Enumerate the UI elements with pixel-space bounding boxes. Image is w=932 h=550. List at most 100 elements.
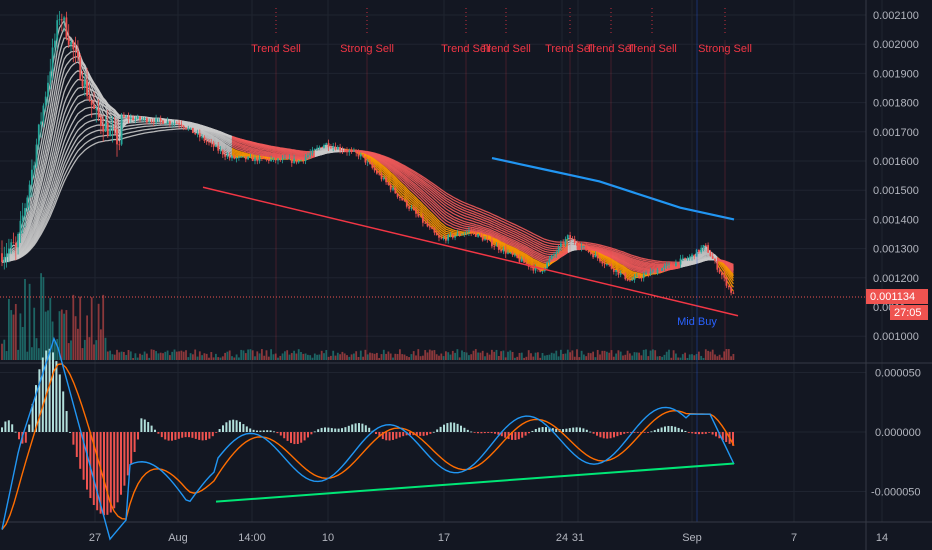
volume-bar: [419, 356, 422, 360]
ribbon-line: [576, 246, 681, 268]
candle-body: [233, 156, 236, 159]
histogram-bar: [715, 432, 717, 437]
volume-bar: [102, 294, 105, 360]
ribbon-line: [231, 136, 315, 153]
histogram-bar: [691, 432, 694, 434]
candle-body: [150, 121, 153, 123]
volume-bar: [178, 351, 180, 360]
candle-body: [603, 263, 606, 265]
histogram-bar: [378, 432, 381, 437]
volume-bar: [295, 353, 298, 360]
volume-bar: [175, 351, 178, 360]
ribbon-line: [344, 148, 569, 266]
candle-body: [601, 261, 604, 264]
candle-body: [546, 262, 548, 268]
volume-bar: [83, 339, 86, 360]
volume-bar: [318, 354, 321, 360]
ema-ribbon: [1, 19, 734, 292]
volume-bar: [231, 356, 233, 360]
candle-body: [493, 246, 496, 248]
candle-body: [675, 262, 677, 266]
volume-bar: [580, 350, 583, 360]
histogram-bar: [725, 432, 728, 442]
volume-bar: [205, 353, 208, 360]
candle-body: [399, 196, 401, 199]
histogram-bar: [456, 423, 459, 432]
candle-body: [366, 161, 369, 163]
grid: [0, 0, 883, 522]
volume-bar: [412, 351, 415, 360]
candle-body: [332, 146, 335, 148]
volume-bar: [631, 355, 634, 360]
candle-body: [516, 254, 519, 258]
volume-bar: [58, 311, 61, 360]
candle-body: [288, 158, 291, 160]
oscillator-axis[interactable]: 0.000050 0.000000 -0.000050: [871, 368, 921, 499]
candle-body: [284, 158, 286, 160]
volume-bar: [242, 350, 245, 360]
histogram-bar: [4, 421, 7, 432]
volume-bar: [79, 296, 82, 360]
volume-bar: [132, 357, 134, 360]
candle-body: [693, 254, 696, 257]
candle-body: [592, 253, 594, 258]
time-tick-label: 31: [572, 532, 584, 544]
candle-body: [205, 140, 208, 142]
candle-body: [718, 269, 721, 273]
ribbon-line: [717, 258, 734, 266]
candle-body: [63, 17, 65, 21]
ribbon-line: [576, 244, 681, 266]
volume-bar: [723, 351, 726, 360]
histogram-bar: [324, 427, 326, 432]
histogram-bar: [11, 424, 14, 432]
volume-bar: [493, 351, 496, 360]
volume-bar: [530, 353, 532, 360]
volume-bar: [702, 357, 705, 360]
candle-body: [725, 277, 728, 286]
volume-bar: [472, 350, 475, 360]
volume-bar: [281, 353, 284, 360]
histogram-bar: [266, 430, 269, 432]
histogram-bar: [164, 432, 167, 440]
histogram-bar: [368, 427, 371, 432]
candle-body: [553, 254, 555, 256]
candle-body: [228, 155, 231, 159]
volume-bar: [19, 313, 22, 360]
histogram-bar: [344, 427, 347, 432]
volume-bar: [534, 352, 537, 360]
candle-body: [35, 144, 38, 166]
candle-body: [497, 245, 500, 250]
candle-body: [171, 123, 174, 125]
price-tag-countdown: 27:05: [894, 307, 922, 319]
volume-bar: [290, 353, 293, 360]
histogram-bar: [334, 428, 337, 432]
volume-bar: [341, 351, 344, 360]
price-axis[interactable]: 0.002100 0.002000 0.001900 0.001800 0.001700…: [873, 10, 919, 343]
ribbon-line: [567, 245, 578, 248]
histogram-bar: [616, 432, 619, 437]
time-axis[interactable]: 27 Aug 14:00 10 17 24 31 Sep 7 14: [89, 532, 888, 544]
histogram-bar: [585, 429, 588, 432]
sell-signal-label: Trend Sell: [545, 43, 595, 55]
volume-bar: [240, 349, 243, 360]
candle-body: [141, 119, 144, 121]
volume-bar: [537, 352, 539, 360]
candle-body: [185, 127, 187, 129]
volume-bar: [615, 353, 617, 360]
volume-bar: [210, 352, 213, 360]
volume-bar: [656, 356, 659, 360]
histogram-bar: [341, 428, 343, 432]
candle-body: [585, 245, 588, 251]
volume-bar: [622, 355, 624, 360]
volume-bar: [433, 350, 436, 360]
ribbon-line: [567, 248, 578, 252]
candle-body: [387, 182, 390, 185]
volume-bar: [553, 353, 555, 360]
volume-bar: [235, 354, 238, 360]
histogram-bar: [402, 432, 405, 437]
candle-body: [569, 235, 571, 239]
candle-body: [681, 257, 684, 259]
histogram-bar: [116, 432, 119, 503]
volume-bar: [302, 353, 305, 360]
